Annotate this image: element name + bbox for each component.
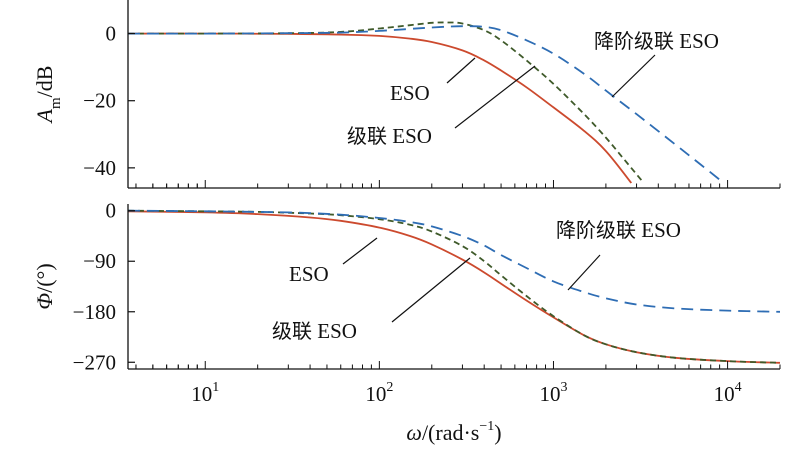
annotation-part: ESO bbox=[289, 262, 329, 286]
x-axis-unit: /(rad·s bbox=[422, 420, 479, 445]
annotation-part: ESO bbox=[674, 29, 719, 53]
annotation-part: ESO bbox=[636, 218, 681, 242]
x-axis-close: ) bbox=[494, 420, 501, 445]
annotation-label: ESO bbox=[390, 81, 430, 105]
annotation-label: 降阶级联 ESO bbox=[556, 218, 681, 242]
x-tick-label: 104 bbox=[714, 380, 742, 406]
x-tick-base: 10 bbox=[365, 382, 386, 406]
y-tick-label: −180 bbox=[73, 300, 116, 324]
y-axis-subscript: m bbox=[48, 97, 64, 109]
x-tick-base: 10 bbox=[714, 382, 735, 406]
x-axis-symbol: ω bbox=[406, 420, 422, 445]
series-line-2 bbox=[128, 25, 725, 184]
annotation-label: 降阶级联 ESO bbox=[594, 29, 719, 53]
y-axis-unit: /dB bbox=[32, 66, 57, 98]
x-axis-label: ω/(rad·s−1) bbox=[406, 419, 501, 445]
series-line-2 bbox=[128, 209, 780, 313]
x-tick-base: 10 bbox=[191, 382, 212, 406]
y-axis-label: Φ/(°) bbox=[32, 263, 57, 309]
annotation-label: 级联 ESO bbox=[347, 124, 432, 148]
y-tick-label: −20 bbox=[83, 89, 116, 113]
annotation-part: 级联 bbox=[272, 319, 312, 343]
annotation-leader bbox=[567, 254, 601, 291]
x-tick-exponent: 4 bbox=[735, 380, 742, 395]
y-tick-label: −270 bbox=[73, 350, 116, 374]
annotation-leader bbox=[454, 65, 536, 129]
x-tick-label: 101 bbox=[191, 380, 219, 406]
x-tick-exponent: 2 bbox=[386, 380, 393, 395]
x-tick-label: 103 bbox=[539, 380, 567, 406]
y-tick-label: 0 bbox=[106, 199, 117, 223]
y-tick-label: −90 bbox=[83, 249, 116, 273]
series-line-1 bbox=[128, 21, 645, 184]
annotation-part: ESO bbox=[312, 319, 357, 343]
annotation-part: 降阶级联 bbox=[556, 218, 636, 242]
y-axis-symbol: Φ bbox=[32, 293, 57, 310]
annotation-part: 级联 bbox=[347, 124, 387, 148]
annotation-label: ESO bbox=[289, 262, 329, 286]
series-line-0 bbox=[128, 32, 633, 184]
annotation-leader bbox=[342, 237, 378, 265]
x-axis-exponent: −1 bbox=[479, 419, 494, 434]
annotation-part: ESO bbox=[390, 81, 430, 105]
annotation-leader bbox=[446, 57, 476, 84]
annotation-leader bbox=[611, 54, 656, 98]
annotation-part: 降阶级联 bbox=[594, 29, 674, 53]
annotation-part: ESO bbox=[387, 124, 432, 148]
x-tick-label: 102 bbox=[365, 380, 393, 406]
y-tick-label: −40 bbox=[83, 156, 116, 180]
x-tick-exponent: 3 bbox=[560, 380, 567, 395]
annotation-leader bbox=[391, 257, 471, 323]
y-axis-label: Am/dB bbox=[32, 66, 64, 125]
y-tick-label: 0 bbox=[106, 22, 117, 46]
y-axis-unit: /(°) bbox=[32, 263, 57, 293]
annotation-label: 级联 ESO bbox=[272, 319, 357, 343]
y-axis-symbol: A bbox=[32, 108, 57, 124]
x-tick-exponent: 1 bbox=[212, 380, 219, 395]
x-tick-base: 10 bbox=[539, 382, 560, 406]
